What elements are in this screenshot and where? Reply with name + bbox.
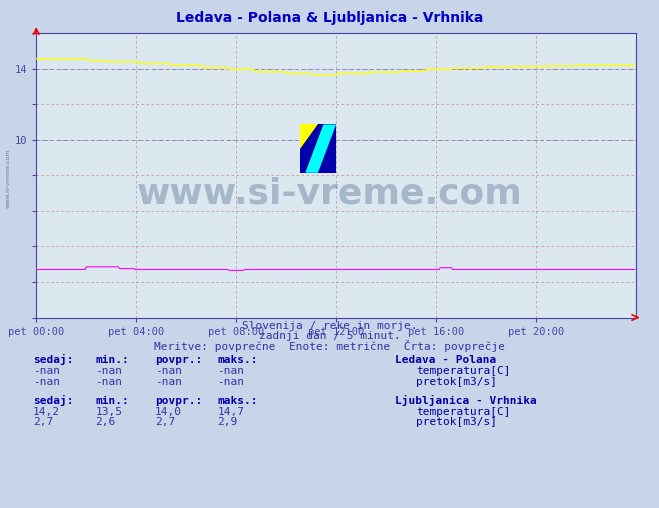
Text: -nan: -nan [217,376,244,387]
Text: sedaj:: sedaj: [33,354,73,365]
Text: -nan: -nan [96,366,123,376]
Text: 2,6: 2,6 [96,417,116,427]
Polygon shape [300,124,318,148]
Text: 2,9: 2,9 [217,417,238,427]
Text: Meritve: povprečne  Enote: metrične  Črta: povprečje: Meritve: povprečne Enote: metrične Črta:… [154,340,505,353]
Text: Slovenija / reke in morje.: Slovenija / reke in morje. [242,321,417,331]
Text: temperatura[C]: temperatura[C] [416,406,511,417]
Text: -nan: -nan [33,366,60,376]
Text: Ledava - Polana & Ljubljanica - Vrhnika: Ledava - Polana & Ljubljanica - Vrhnika [176,11,483,25]
Text: maks.:: maks.: [217,355,258,365]
Text: -nan: -nan [217,366,244,376]
Text: sedaj:: sedaj: [33,395,73,406]
Text: -nan: -nan [33,376,60,387]
Text: www.si-vreme.com: www.si-vreme.com [136,176,523,210]
Text: maks.:: maks.: [217,396,258,406]
Polygon shape [305,124,336,173]
Text: 14,0: 14,0 [155,406,182,417]
Text: min.:: min.: [96,396,129,406]
Text: temperatura[C]: temperatura[C] [416,366,511,376]
Text: -nan: -nan [155,376,182,387]
Text: 2,7: 2,7 [155,417,175,427]
Text: Ljubljanica - Vrhnika: Ljubljanica - Vrhnika [395,395,537,406]
Text: 2,7: 2,7 [33,417,53,427]
Text: www.si-vreme.com: www.si-vreme.com [6,148,11,208]
Text: Ledava - Polana: Ledava - Polana [395,355,497,365]
Text: 14,2: 14,2 [33,406,60,417]
Text: min.:: min.: [96,355,129,365]
Text: povpr.:: povpr.: [155,396,202,406]
Text: zadnji dan / 5 minut.: zadnji dan / 5 minut. [258,331,401,341]
Text: 14,7: 14,7 [217,406,244,417]
Text: pretok[m3/s]: pretok[m3/s] [416,417,498,427]
Text: povpr.:: povpr.: [155,355,202,365]
Text: -nan: -nan [155,366,182,376]
Text: pretok[m3/s]: pretok[m3/s] [416,376,498,387]
Text: -nan: -nan [96,376,123,387]
Text: 13,5: 13,5 [96,406,123,417]
